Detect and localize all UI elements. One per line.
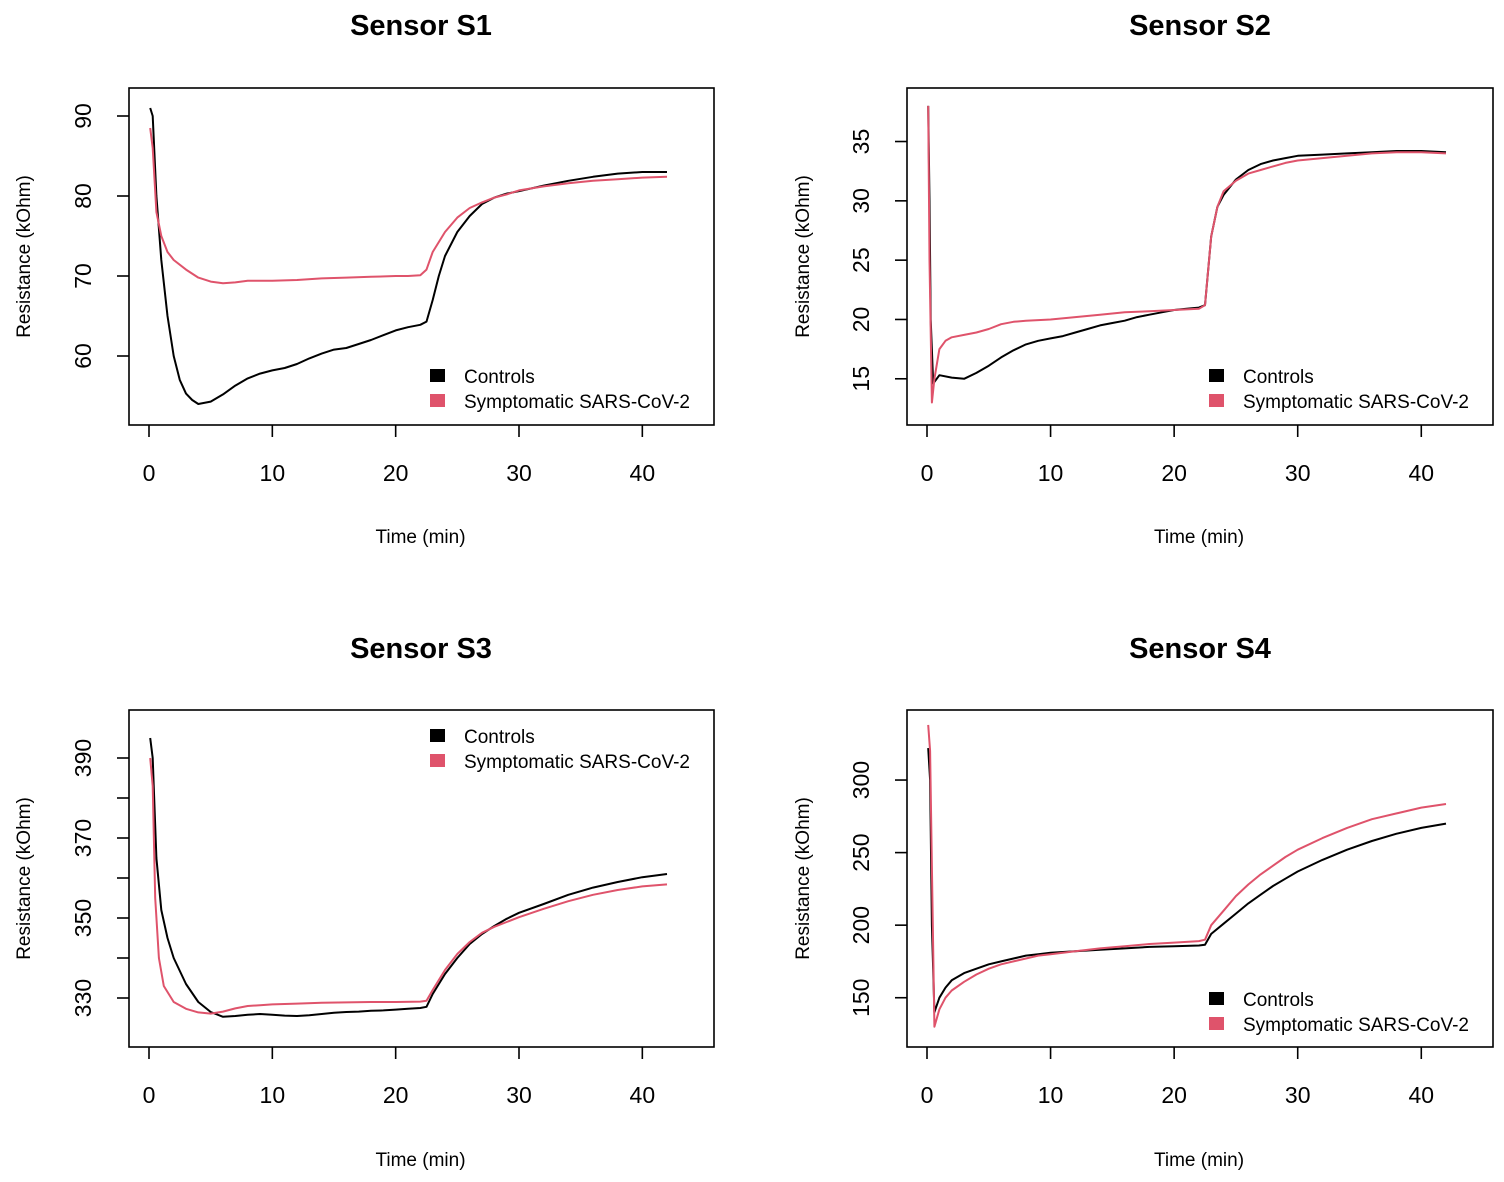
series-line-sars-cov-2 xyxy=(927,724,1447,1028)
series-line-sars-cov-2 xyxy=(149,757,668,1015)
y-tick-label: 150 xyxy=(848,979,874,1017)
x-tick-label: 0 xyxy=(143,1082,156,1108)
legend-label: Symptomatic SARS-CoV-2 xyxy=(1243,392,1469,413)
x-tick-label: 40 xyxy=(1408,1082,1434,1108)
legend-label: Symptomatic SARS-CoV-2 xyxy=(464,392,690,413)
x-tick-label: 30 xyxy=(1285,1082,1311,1108)
legend-swatch xyxy=(1209,394,1224,407)
plot-frame xyxy=(906,87,1494,426)
legend-swatch xyxy=(430,394,445,407)
y-tick-label: 300 xyxy=(848,761,874,799)
x-axis-label: Time (min) xyxy=(375,527,465,548)
x-tick-label: 30 xyxy=(506,460,532,486)
x-tick-label: 40 xyxy=(1408,460,1434,486)
x-tick-label: 40 xyxy=(630,1082,656,1108)
x-tick-label: 30 xyxy=(506,1082,532,1108)
x-tick-label: 10 xyxy=(1038,460,1064,486)
series-line-sars-cov-2 xyxy=(149,127,668,285)
y-axis-label: Resistance (kOhm) xyxy=(793,797,814,960)
plot-frame xyxy=(906,709,1494,1048)
x-tick-label: 0 xyxy=(143,460,156,486)
y-tick-label: 90 xyxy=(70,103,96,129)
chart-panel-3: Sensor S3 0 10 20 30 40 330 350 370 390 Time (min)… xyxy=(14,633,715,1171)
y-axis-label: Resistance (kOhm) xyxy=(793,175,814,338)
series-line-controls xyxy=(149,737,668,1018)
series-line-controls xyxy=(927,105,1447,385)
y-tick-label: 35 xyxy=(848,129,874,155)
series-line-sars-cov-2 xyxy=(927,105,1447,404)
y-tick-label: 80 xyxy=(70,183,96,209)
legend: Controls Symptomatic SARS-CoV-2 xyxy=(430,367,690,413)
x-tick-label: 40 xyxy=(630,460,656,486)
legend-swatch xyxy=(430,729,445,742)
chart-title: Sensor S2 xyxy=(1129,10,1271,42)
y-tick-label: 330 xyxy=(70,979,96,1017)
y-tick-label: 390 xyxy=(70,739,96,777)
y-axis-label: Resistance (kOhm) xyxy=(14,797,35,960)
x-tick-label: 20 xyxy=(1161,460,1187,486)
chart-panel-4: Sensor S4 0 10 20 30 40 150 200 250 300 Time (min)… xyxy=(793,633,1494,1171)
y-tick-label: 250 xyxy=(848,833,874,871)
chart-title: Sensor S3 xyxy=(350,633,492,665)
legend: Controls Symptomatic SARS-CoV-2 xyxy=(1209,367,1469,413)
x-axis-label: Time (min) xyxy=(1154,527,1244,548)
legend-swatch xyxy=(430,369,445,382)
series-line-controls xyxy=(927,748,1447,1014)
legend-swatch xyxy=(430,754,445,767)
chart-panel-2: Sensor S2 0 10 20 30 40 15 20 25 30 35 Time (min) Re… xyxy=(793,10,1494,548)
plot-frame xyxy=(128,87,715,426)
series-line-controls xyxy=(149,107,667,405)
x-tick-label: 10 xyxy=(260,460,286,486)
y-tick-label: 200 xyxy=(848,906,874,944)
x-tick-label: 0 xyxy=(921,460,934,486)
legend-label: Controls xyxy=(1243,990,1314,1011)
x-tick-label: 10 xyxy=(260,1082,286,1108)
x-tick-label: 20 xyxy=(383,460,409,486)
chart-panel-1: Sensor S1 0 10 20 30 40 60 70 80 90 Time (min) Resi… xyxy=(14,10,715,548)
y-tick-label: 60 xyxy=(70,343,96,369)
legend-label: Symptomatic SARS-CoV-2 xyxy=(464,752,690,773)
legend-label: Controls xyxy=(464,727,535,748)
x-tick-label: 10 xyxy=(1038,1082,1064,1108)
x-tick-label: 20 xyxy=(1161,1082,1187,1108)
y-tick-label: 15 xyxy=(848,366,874,392)
y-tick-label: 25 xyxy=(848,247,874,273)
x-tick-label: 30 xyxy=(1285,460,1311,486)
y-tick-label: 30 xyxy=(848,188,874,214)
legend-swatch xyxy=(1209,369,1224,382)
x-tick-label: 20 xyxy=(383,1082,409,1108)
x-tick-label: 0 xyxy=(921,1082,934,1108)
legend-label: Symptomatic SARS-CoV-2 xyxy=(1243,1015,1469,1036)
y-tick-label: 20 xyxy=(848,307,874,333)
x-axis-label: Time (min) xyxy=(1154,1150,1244,1171)
legend: Controls Symptomatic SARS-CoV-2 xyxy=(430,727,690,773)
chart-title: Sensor S4 xyxy=(1129,633,1271,665)
legend-swatch xyxy=(1209,1017,1224,1030)
chart-title: Sensor S1 xyxy=(350,10,492,42)
legend-swatch xyxy=(1209,992,1224,1005)
y-axis-label: Resistance (kOhm) xyxy=(14,175,35,338)
legend-label: Controls xyxy=(464,367,535,388)
legend-label: Controls xyxy=(1243,367,1314,388)
x-axis-label: Time (min) xyxy=(375,1150,465,1171)
y-tick-label: 350 xyxy=(70,899,96,937)
y-tick-label: 70 xyxy=(70,263,96,289)
legend: Controls Symptomatic SARS-CoV-2 xyxy=(1209,990,1469,1036)
y-tick-label: 370 xyxy=(70,819,96,857)
